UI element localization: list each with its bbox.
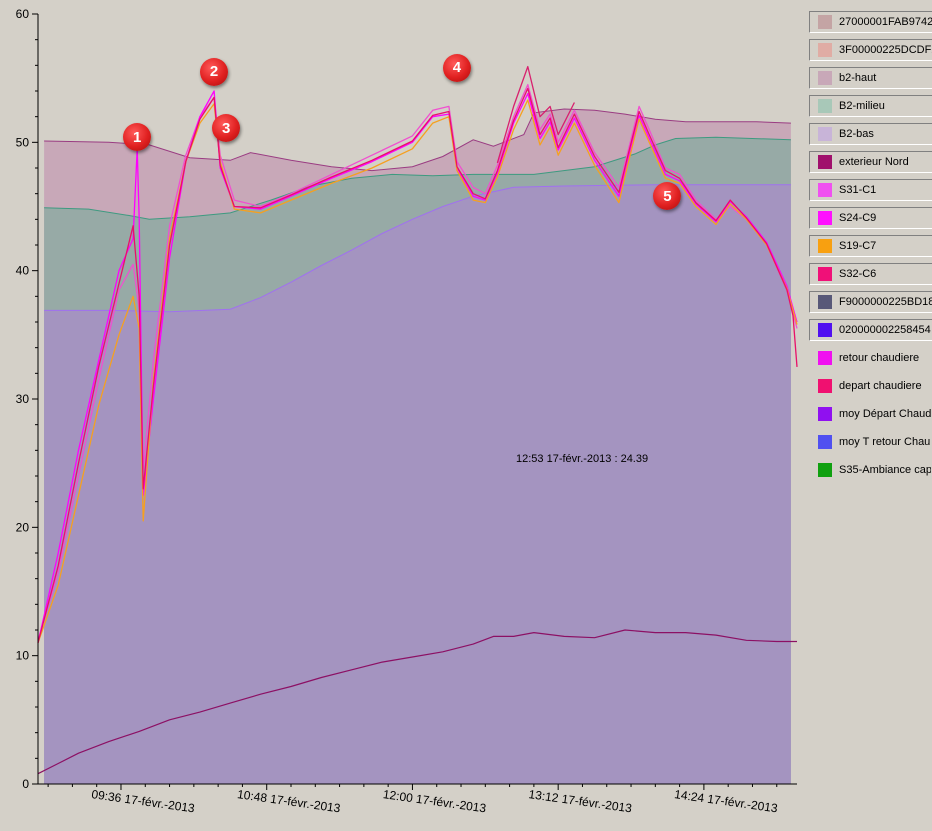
x-tick-label: 14:24 17-févr.-2013 — [673, 787, 778, 815]
legend-label: B2-milieu — [839, 100, 885, 112]
area-series-layer — [44, 108, 791, 784]
legend-label: F9000000225BD182 — [839, 296, 932, 308]
line-series-layer — [37, 65, 798, 775]
legend-swatch — [818, 379, 832, 393]
cursor-readout: 12:53 17-févr.-2013 : 24.39 — [516, 453, 649, 465]
legend-label: S31-C1 — [839, 184, 877, 196]
legend-swatch — [818, 323, 832, 337]
legend-label: moy Départ Chaud — [839, 408, 932, 420]
area-b2-bas — [44, 184, 791, 784]
area-edge-b2-haut — [44, 108, 791, 172]
x-tick-label: 12:00 17-févr.-2013 — [382, 787, 487, 815]
legend-item[interactable]: F9000000225BD182 — [809, 291, 932, 313]
legend-item[interactable]: S31-C1 — [809, 179, 932, 201]
legend-label: B2-bas — [839, 128, 874, 140]
legend-swatch — [818, 351, 832, 365]
legend-label: moy T retour Chau — [839, 436, 931, 448]
y-tick-label: 40 — [16, 264, 30, 278]
legend-swatch — [818, 127, 832, 141]
x-tick-label: 10:48 17-févr.-2013 — [236, 787, 341, 815]
y-tick-label: 30 — [16, 392, 30, 406]
line-departure-peak — [496, 65, 575, 164]
line-s19-c7 — [37, 99, 798, 644]
annotation-marker: 2 — [200, 57, 229, 86]
annotation-marker: 1 — [123, 123, 152, 152]
legend-label: 020000002258454 — [839, 324, 931, 336]
legend-label: S32-C6 — [839, 268, 877, 280]
legend-swatch — [818, 15, 832, 29]
y-tick-label: 20 — [16, 520, 30, 534]
legend-label: S19-C7 — [839, 240, 877, 252]
legend-label: b2-haut — [839, 72, 877, 84]
legend-swatch — [818, 183, 832, 197]
legend-label: S35-Ambiance capt — [839, 464, 932, 476]
y-tick-label: 60 — [16, 7, 30, 21]
legend-item[interactable]: S19-C7 — [809, 235, 932, 257]
legend-item[interactable]: S35-Ambiance capt — [809, 459, 932, 481]
y-tick-label: 0 — [22, 777, 29, 791]
legend-swatch — [818, 295, 832, 309]
line-s31-c1 — [37, 83, 798, 641]
legend-label: 27000001FAB9742 — [839, 16, 932, 28]
legend-item[interactable]: 27000001FAB9742 — [809, 11, 932, 33]
legend-item[interactable]: 3F00000225DCDF2 — [809, 39, 932, 61]
legend-item[interactable]: 020000002258454 — [809, 319, 932, 341]
legend-label: retour chaudiere — [839, 352, 920, 364]
legend-swatch — [818, 435, 832, 449]
legend-swatch — [818, 71, 832, 85]
line-s32-c6 — [37, 87, 798, 643]
annotation-marker: 5 — [653, 182, 682, 211]
legend-swatch — [818, 43, 832, 57]
x-tick-label: 13:12 17-févr.-2013 — [528, 787, 633, 815]
legend-item[interactable]: exterieur Nord — [809, 151, 932, 173]
legend-swatch — [818, 155, 832, 169]
legend-item[interactable]: B2-milieu — [809, 95, 932, 117]
line-exterieur-nord — [37, 629, 797, 775]
legend-swatch — [818, 407, 832, 421]
legend-item[interactable]: S24-C9 — [809, 207, 932, 229]
legend-item[interactable]: moy T retour Chau — [809, 431, 932, 453]
legend: 27000001FAB9742 3F00000225DCDF2 b2-haut B2-… — [809, 11, 932, 487]
y-tick-label: 50 — [16, 135, 30, 149]
legend-swatch — [818, 211, 832, 225]
legend-item[interactable]: S32-C6 — [809, 263, 932, 285]
legend-item[interactable]: b2-haut — [809, 67, 932, 89]
legend-label: S24-C9 — [839, 212, 877, 224]
legend-swatch — [818, 463, 832, 477]
legend-label: 3F00000225DCDF2 — [839, 44, 932, 56]
legend-item[interactable]: B2-bas — [809, 123, 932, 145]
annotation-marker: 3 — [212, 114, 241, 143]
legend-label: depart chaudiere — [839, 380, 922, 392]
legend-swatch — [818, 267, 832, 281]
annotation-marker: 4 — [442, 53, 471, 82]
legend-swatch — [818, 99, 832, 113]
y-tick-label: 10 — [16, 649, 30, 663]
legend-item[interactable]: depart chaudiere — [809, 375, 932, 397]
legend-label: exterieur Nord — [839, 156, 909, 168]
x-tick-label: 09:36 17-févr.-2013 — [91, 787, 196, 815]
legend-item[interactable]: moy Départ Chaud — [809, 403, 932, 425]
legend-swatch — [818, 239, 832, 253]
legend-item[interactable]: retour chaudiere — [809, 347, 932, 369]
